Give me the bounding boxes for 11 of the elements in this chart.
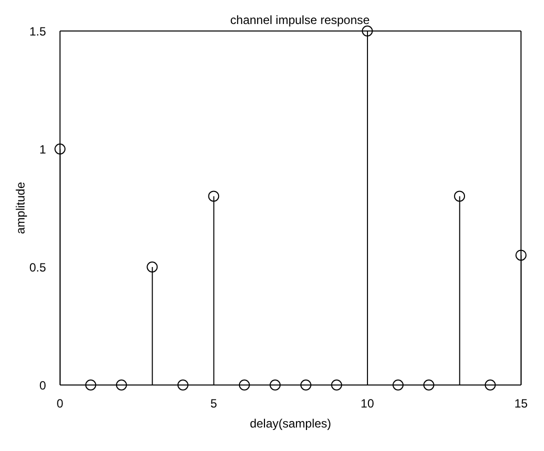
x-tick-label: 15 bbox=[514, 396, 528, 411]
y-tick-label: 0.5 bbox=[29, 260, 46, 274]
y-tick-label: 1.5 bbox=[29, 24, 46, 38]
y-axis-title: amplitude bbox=[13, 182, 28, 234]
x-axis-title: delay(samples) bbox=[250, 416, 332, 431]
chart-title: channel impulse response bbox=[230, 13, 370, 27]
x-tick-label: 10 bbox=[360, 396, 374, 411]
y-tick-label: 0 bbox=[39, 378, 46, 392]
x-tick-label: 0 bbox=[56, 396, 64, 411]
x-tick-label: 5 bbox=[210, 396, 218, 411]
y-tick-label: 1 bbox=[39, 142, 46, 156]
